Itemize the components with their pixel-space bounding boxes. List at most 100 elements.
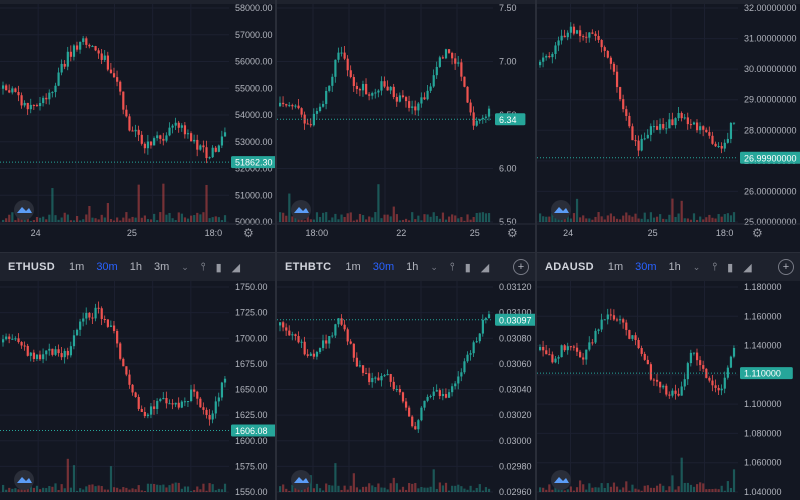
- chart-pane-bottom-right[interactable]: 1.1800001.1600001.1400001.1200001.100000…: [537, 281, 800, 500]
- candle-body: [451, 52, 454, 59]
- candlestick-chart[interactable]: 58000.00 57000.00 56000.00 55000.00 54000.00…: [0, 0, 275, 252]
- candle-body: [659, 124, 662, 130]
- candle-body: [38, 103, 42, 107]
- last-price-tag: [740, 151, 800, 164]
- timeframe-30m[interactable]: 30m: [372, 261, 395, 273]
- candle-body: [303, 341, 306, 355]
- chart-pane-top-left[interactable]: 58000.00 57000.00 56000.00 55000.00 54000.00…: [0, 0, 275, 252]
- tradingview-logo-mark: [17, 207, 32, 213]
- price-axis-label: 1.060000: [744, 458, 782, 468]
- candle-body: [51, 92, 54, 94]
- price-axis-label: 1650.00: [235, 385, 268, 395]
- candle-body: [454, 383, 457, 387]
- gear-icon[interactable]: ⚙: [752, 226, 763, 240]
- timeframe-1m[interactable]: 1m: [69, 261, 85, 273]
- indicators-icon[interactable]: ⫯: [449, 260, 455, 273]
- candlestick-chart[interactable]: 0.03120 0.03100 0.03080 0.03060 0.03040 0.030…: [277, 281, 535, 500]
- price-axis-label: 0.03120: [499, 282, 532, 292]
- volume-bar: [180, 213, 183, 222]
- candle-body: [112, 73, 116, 78]
- volume-bar: [487, 488, 491, 492]
- volume-bar: [609, 213, 612, 222]
- candle-body: [8, 336, 11, 340]
- candlestick-chart[interactable]: 32.00000000 31.00000000 30.00000000 29.0000…: [537, 0, 800, 252]
- volume-bar: [594, 487, 597, 492]
- volume-bar: [29, 220, 32, 222]
- volume-bar: [91, 484, 94, 492]
- volume-bar: [361, 486, 365, 492]
- volume-bar: [591, 487, 594, 492]
- candle-body: [165, 135, 168, 141]
- volume-bar: [612, 482, 616, 492]
- candle-body: [457, 62, 460, 64]
- candle-body: [318, 348, 322, 352]
- volume-bar: [334, 463, 337, 492]
- pane-divider[interactable]: [275, 0, 277, 500]
- candles-icon[interactable]: ▮: [464, 261, 471, 274]
- symbol-label[interactable]: ETHBTC: [285, 261, 332, 273]
- timeframe-30m[interactable]: 30m: [635, 261, 657, 273]
- candles-icon[interactable]: ▮: [215, 261, 222, 274]
- candle-body: [585, 349, 588, 360]
- candle-body: [100, 53, 103, 60]
- gear-icon[interactable]: ⚙: [243, 226, 254, 240]
- candle-body: [726, 138, 729, 143]
- volume-bar: [484, 213, 488, 222]
- volume-bar: [383, 487, 386, 492]
- volume-bar: [8, 487, 11, 492]
- symbol-label[interactable]: ADAUSD: [545, 261, 594, 273]
- chart-pane-bottom-left[interactable]: 1750.00 1725.00 1700.00 1675.00 1650.00 1625.…: [0, 281, 275, 500]
- timeframe-30m[interactable]: 30m: [96, 261, 118, 273]
- chevron-down-icon[interactable]: ⌄: [692, 261, 701, 272]
- candles-icon[interactable]: ▮: [727, 261, 734, 274]
- gear-icon[interactable]: ⚙: [507, 226, 518, 240]
- candle-body: [575, 347, 579, 352]
- volume-bar: [51, 486, 54, 492]
- timeframe-1h[interactable]: 1h: [406, 261, 419, 273]
- volume-bar: [318, 217, 322, 222]
- candle-body: [131, 384, 134, 393]
- candle-body: [196, 139, 199, 150]
- indicators-icon[interactable]: ⫯: [200, 260, 206, 273]
- price-axis-label: 50000.00: [235, 217, 273, 227]
- timeframe-3m[interactable]: 3m: [153, 261, 170, 273]
- timeframe-1h[interactable]: 1h: [668, 261, 681, 273]
- chart-pane-bottom-mid[interactable]: 0.03120 0.03100 0.03080 0.03060 0.03040 0.030…: [277, 281, 535, 500]
- volume-bar: [435, 216, 438, 222]
- volume-bar: [331, 485, 334, 492]
- timeframe-1h[interactable]: 1h: [129, 261, 142, 273]
- candle-body: [600, 319, 603, 330]
- price-axis-label: 52000.00: [235, 164, 273, 174]
- area-chart-icon[interactable]: ◢: [231, 261, 241, 274]
- volume-bar: [291, 216, 294, 222]
- candle-body: [291, 334, 294, 336]
- volume-bar: [478, 484, 481, 492]
- chevron-down-icon[interactable]: ⌄: [181, 261, 189, 272]
- volume-bar: [322, 212, 325, 222]
- candle-body: [389, 86, 392, 91]
- timeframe-1m[interactable]: 1m: [345, 261, 361, 273]
- volume-bar: [125, 212, 128, 222]
- candlestick-chart[interactable]: 1750.00 1725.00 1700.00 1675.00 1650.00 1625.…: [0, 281, 275, 500]
- volume-bar: [711, 217, 714, 222]
- indicators-icon[interactable]: ⫯: [712, 260, 718, 273]
- volume-bar: [640, 490, 643, 492]
- add-icon[interactable]: +: [513, 259, 529, 275]
- timeframe-1m[interactable]: 1m: [607, 261, 624, 273]
- candlestick-chart[interactable]: 1.1800001.1600001.1400001.1200001.100000…: [537, 281, 800, 500]
- chevron-down-icon[interactable]: ⌄: [430, 261, 438, 272]
- pane-divider[interactable]: [535, 0, 537, 500]
- area-chart-icon[interactable]: ◢: [480, 261, 490, 274]
- candle-body: [106, 319, 109, 327]
- area-chart-icon[interactable]: ◢: [743, 261, 752, 274]
- chart-pane-top-right[interactable]: 32.00000000 31.00000000 30.00000000 29.0000…: [537, 0, 800, 252]
- add-icon[interactable]: +: [778, 259, 794, 275]
- volume-bar: [122, 487, 125, 492]
- candle-body: [168, 403, 171, 405]
- candle-body: [662, 124, 665, 129]
- symbol-label[interactable]: ETHUSD: [8, 261, 56, 273]
- candle-body: [368, 94, 371, 96]
- volume-bar: [358, 213, 362, 222]
